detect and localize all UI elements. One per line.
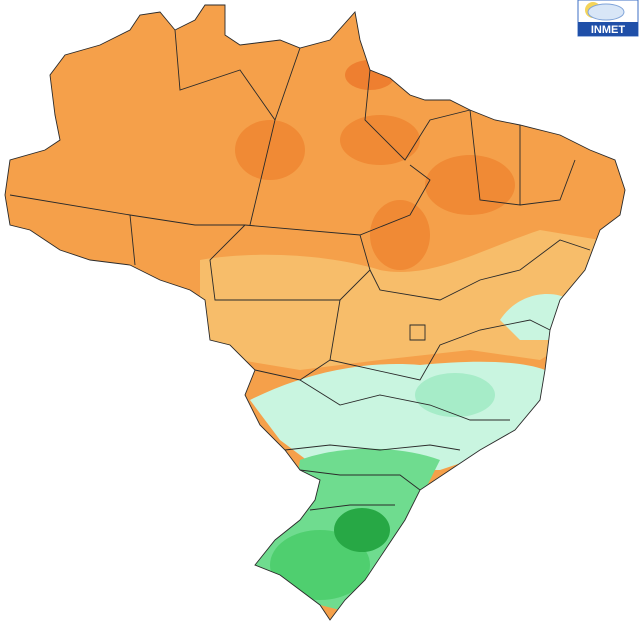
state-border: [299, 379, 510, 421]
country-border: [4, 4, 626, 621]
state-borders: [4, 4, 626, 621]
dark-orange-zone: [340, 115, 420, 165]
dark-orange-zone: [425, 155, 515, 215]
state-border: [254, 299, 551, 381]
logo-text: INMET: [591, 24, 626, 36]
state-border: [9, 164, 431, 236]
dark-orange-zone: [370, 200, 430, 270]
cyan-dark-zone: [415, 373, 495, 417]
dark-orange-zone: [235, 120, 305, 180]
logo: INMET: [577, 0, 639, 37]
dark-orange-zone: [345, 60, 395, 90]
state-border: [284, 444, 461, 451]
state-border: [129, 214, 371, 301]
light-orange-zone: [200, 230, 600, 370]
logo-cloud: [587, 3, 625, 21]
state-border: [299, 469, 421, 511]
state-border: [469, 109, 576, 206]
green-dark-zone: [270, 530, 370, 600]
logo-band: [578, 22, 638, 36]
deep-green-zone: [334, 508, 390, 552]
state-border: [174, 29, 276, 226]
federal-district: [409, 324, 426, 341]
state-border: [369, 239, 591, 301]
state-border: [274, 47, 471, 161]
